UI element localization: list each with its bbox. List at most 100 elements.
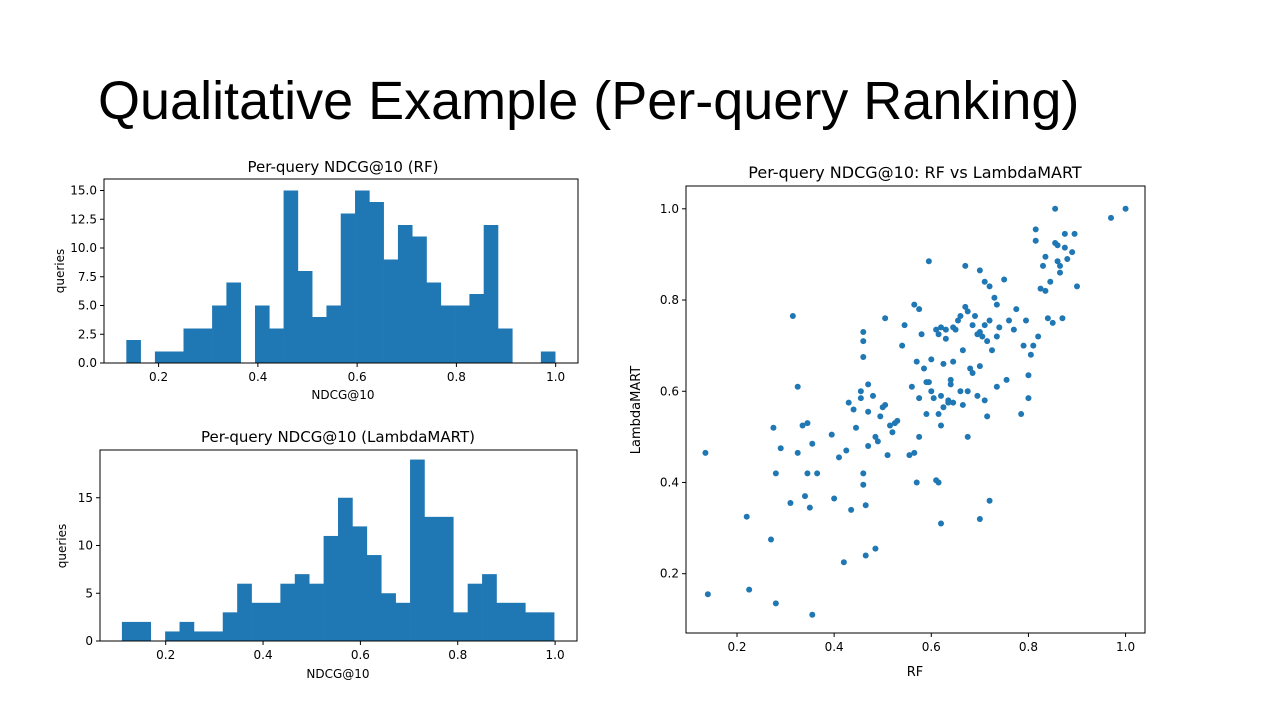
scatter-point <box>976 363 983 370</box>
histogram-bar <box>397 225 413 363</box>
scatter-point <box>777 445 784 452</box>
scatter-point <box>1001 276 1008 283</box>
scatter-point <box>804 470 811 477</box>
scatter-point <box>979 333 986 340</box>
scatter-point <box>862 502 869 509</box>
histogram-bar <box>440 305 456 363</box>
histogram-bar <box>510 602 526 641</box>
scatter-point <box>906 452 913 459</box>
chart-title: Per-query NDCG@10 (LambdaMART) <box>201 428 475 446</box>
histogram-bar <box>323 535 339 641</box>
scatter-point <box>945 399 952 406</box>
scatter-point <box>930 395 937 402</box>
scatter-point <box>969 322 976 329</box>
scatter-point <box>935 331 942 338</box>
scatter-point <box>828 431 835 438</box>
scatter-point <box>1108 214 1114 221</box>
scatter-point <box>908 383 915 390</box>
y-axis-label: LambdaMART <box>629 366 644 455</box>
scatter-point <box>884 452 891 459</box>
scatter-point <box>950 399 957 406</box>
scatter-point <box>787 500 794 507</box>
scatter-point <box>860 328 867 335</box>
y-tick-label: 10 <box>78 539 93 553</box>
scatter-point <box>955 317 961 324</box>
x-tick-label: 1.0 <box>1116 640 1135 654</box>
y-tick-label: 0.2 <box>660 567 679 581</box>
histogram-bar <box>126 340 141 363</box>
scatter-point <box>962 262 969 269</box>
histogram-bar <box>269 328 284 363</box>
x-tick-label: 0.2 <box>727 640 746 654</box>
y-tick-label: 0 <box>85 634 93 648</box>
scatter-point <box>1037 285 1044 292</box>
scatter-point <box>1032 226 1039 233</box>
scatter-point <box>996 324 1003 331</box>
scatter-point <box>950 358 957 365</box>
scatter-point <box>894 417 901 424</box>
scatter-point <box>913 358 920 365</box>
y-tick-label: 7.5 <box>78 270 97 284</box>
histogram-bar <box>136 621 152 641</box>
histogram-bar <box>381 593 396 641</box>
scatter-point <box>986 317 993 324</box>
scatter-point <box>887 422 893 429</box>
scatter-point <box>957 388 964 395</box>
scatter-point <box>916 395 923 402</box>
scatter-point <box>848 506 855 513</box>
histogram-bar <box>539 612 555 641</box>
scatter-point <box>952 326 959 333</box>
scatter-point <box>928 356 935 363</box>
histogram-bar <box>294 574 310 641</box>
scatter-point <box>789 312 796 319</box>
chart-title: Per-query NDCG@10: RF vs LambdaMART <box>748 163 1082 182</box>
histogram-bar <box>312 317 327 363</box>
scatter-point <box>1052 205 1059 212</box>
histogram-bar <box>412 236 427 363</box>
histogram-bar <box>326 305 342 363</box>
scatter-point <box>933 326 940 333</box>
scatter-point <box>877 413 884 420</box>
histogram-bar <box>410 459 425 641</box>
histogram-bar <box>426 282 442 363</box>
histogram-bar <box>154 351 170 363</box>
scatter-point <box>925 379 932 386</box>
y-tick-label: 10.0 <box>70 241 97 255</box>
scatter-point <box>976 515 983 522</box>
histogram-bar <box>455 305 470 363</box>
scatter-point <box>845 399 852 406</box>
scatter-point <box>938 392 944 399</box>
scatter-point <box>865 408 872 415</box>
x-axis-label: RF <box>907 665 924 680</box>
x-tick-label: 0.2 <box>156 648 175 662</box>
plot-frame <box>103 178 579 364</box>
scatter-point <box>1023 317 1029 324</box>
x-tick-label: 0.8 <box>448 648 467 662</box>
histogram-bar <box>482 574 497 641</box>
scatter-point <box>899 342 906 349</box>
scatter-point <box>925 258 932 265</box>
scatter-point <box>853 424 859 431</box>
scatter-point <box>957 312 964 319</box>
scatter-point <box>916 433 923 440</box>
histogram-bar <box>212 305 227 363</box>
scatter-point <box>989 347 995 354</box>
scatter-point <box>921 365 927 372</box>
scatter-point <box>889 429 896 436</box>
scatter-point <box>1025 395 1032 402</box>
y-tick-label: 5.0 <box>78 299 97 313</box>
scatter-point <box>993 383 1000 390</box>
histogram-bar <box>469 294 484 363</box>
scatter-point <box>809 611 816 618</box>
scatter-point <box>768 536 774 543</box>
x-axis-label: NDCG@10 <box>306 667 369 681</box>
scatter-point <box>1047 278 1054 285</box>
histogram-bar <box>309 583 324 641</box>
histogram-bar <box>383 259 399 363</box>
scatter-point <box>967 365 974 372</box>
scatter-point <box>770 424 777 431</box>
histogram-bar <box>340 213 356 363</box>
histogram-bar <box>222 612 238 641</box>
x-tick-label: 0.8 <box>447 370 466 384</box>
